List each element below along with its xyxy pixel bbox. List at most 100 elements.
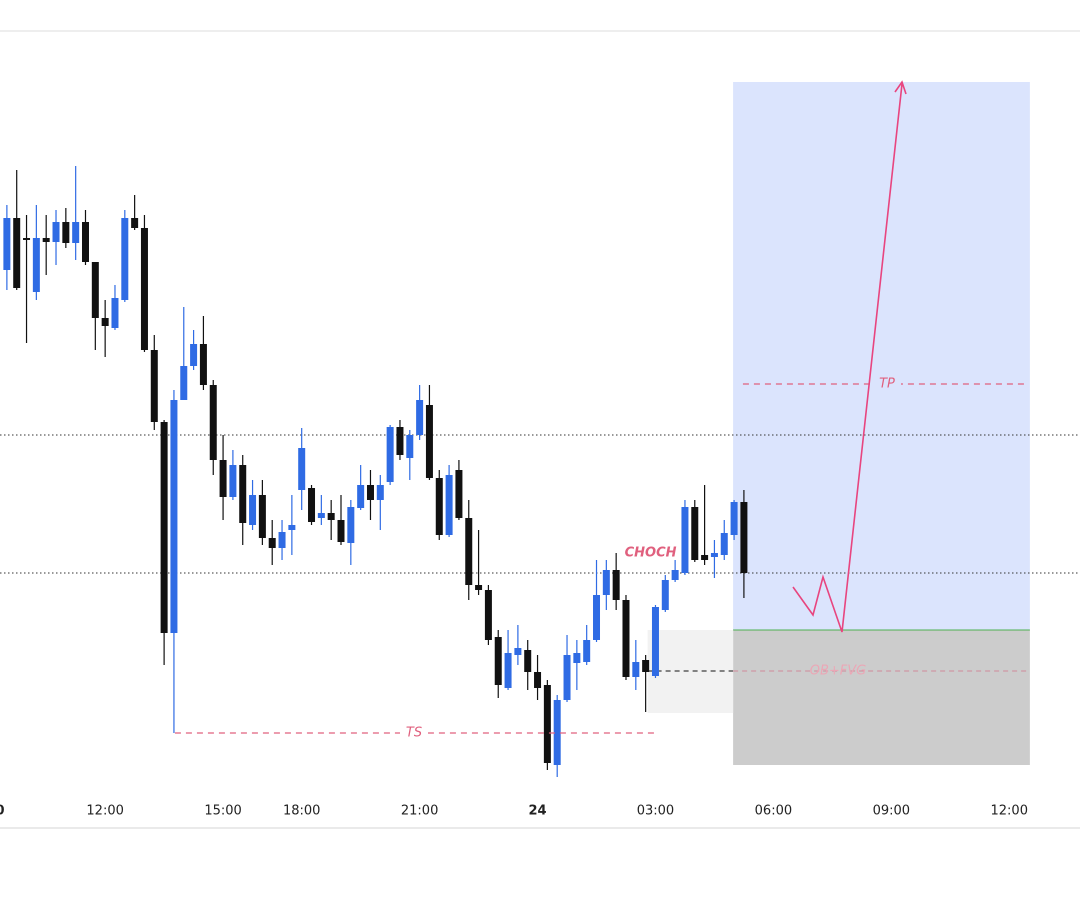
candle-body: [308, 488, 316, 522]
candle-body: [425, 405, 433, 478]
candle-body: [543, 685, 551, 763]
candle-body: [435, 478, 443, 535]
candle-body: [602, 570, 610, 595]
candle-body: [396, 427, 404, 455]
candle-body: [720, 533, 728, 555]
plot: OB+FVG TP TS CHOCH 0 12:00 15:00 18:00 21:00 24 03…: [0, 82, 1080, 819]
candle-body: [160, 422, 168, 633]
candle-body: [494, 637, 502, 685]
candle-body: [416, 400, 424, 435]
candle-body: [484, 590, 492, 640]
candle-body: [278, 532, 286, 548]
candle-body: [209, 385, 217, 460]
ob-fvg-zone: [647, 630, 734, 713]
candle-body: [131, 218, 139, 228]
candle-body: [376, 485, 384, 500]
candle-body: [622, 600, 630, 677]
target-zone: [733, 82, 1030, 630]
candle-body: [190, 344, 198, 366]
candle-body: [72, 222, 80, 243]
candle-body: [701, 555, 709, 560]
projection-path: [792, 83, 903, 633]
candle-body: [101, 318, 109, 326]
tp-label-bg: [873, 376, 901, 392]
candle-body: [740, 502, 748, 573]
ts-label-bg: [400, 725, 428, 741]
candle-body: [553, 700, 561, 765]
candle-body: [288, 525, 296, 530]
x-tick-label: 15:00: [204, 804, 241, 819]
x-tick-label: 21:00: [401, 804, 438, 819]
tp-label: TP: [879, 377, 895, 392]
candle-body: [406, 435, 414, 458]
x-tick-label: 09:00: [873, 804, 910, 819]
candle-body: [455, 470, 463, 518]
stop-zone: [733, 630, 1030, 765]
candle-body: [180, 366, 188, 400]
candle-body: [170, 400, 178, 633]
candle-body: [81, 222, 89, 262]
candle-body: [661, 580, 669, 610]
candle-body: [121, 218, 129, 300]
candle-body: [219, 460, 227, 497]
candle-body: [514, 648, 522, 655]
x-tick-label: 12:00: [86, 804, 123, 819]
arrow-head: [894, 80, 907, 95]
candle-body: [524, 650, 532, 672]
candle-body: [386, 427, 394, 482]
candle-body: [239, 465, 247, 523]
candle-body: [632, 662, 640, 677]
candle-body: [445, 475, 453, 535]
candle-body: [23, 238, 31, 240]
candle-body: [583, 640, 591, 662]
candle-body: [671, 570, 679, 580]
candle-body: [563, 655, 571, 700]
candle-body: [199, 344, 207, 385]
candle-body: [52, 222, 60, 242]
candle-body: [62, 222, 70, 243]
candle-body: [258, 495, 266, 538]
candle-body: [327, 513, 335, 520]
candle-body: [357, 485, 365, 508]
candle-body: [91, 262, 99, 318]
candle-body: [111, 298, 119, 328]
candle-body: [42, 238, 50, 242]
candle-body: [465, 518, 473, 585]
candle-body: [475, 585, 483, 590]
candle-body: [298, 448, 306, 490]
x-tick-label: 12:00: [991, 804, 1028, 819]
candle-body: [534, 672, 542, 688]
candle-body: [317, 513, 325, 518]
candle-body: [691, 507, 699, 560]
candle-body: [730, 502, 738, 535]
candle-body: [504, 653, 512, 688]
candle-body: [593, 595, 601, 640]
ts-label: TS: [406, 726, 422, 741]
x-tick-label: 06:00: [755, 804, 792, 819]
candle-body: [268, 538, 276, 548]
candle-body: [337, 520, 345, 542]
candle-body: [13, 218, 21, 288]
candle-body: [651, 607, 659, 676]
x-tick-label: 0: [0, 804, 5, 819]
candle-body: [366, 485, 374, 500]
zone-label: OB+FVG: [810, 664, 867, 679]
x-tick-label: 24: [528, 804, 546, 819]
candle-body: [3, 218, 11, 270]
candle-body: [140, 228, 148, 350]
x-tick-label: 18:00: [283, 804, 320, 819]
candle-body: [710, 553, 718, 557]
x-tick-label: 03:00: [637, 804, 674, 819]
candle-body: [573, 653, 581, 663]
candle-body: [681, 507, 689, 573]
candle-body: [612, 570, 620, 600]
candle-body: [249, 495, 257, 525]
choch-label: CHOCH: [625, 546, 677, 561]
candle-body: [32, 238, 40, 292]
candle-body: [229, 465, 237, 497]
candle-body: [347, 507, 355, 543]
candle-body: [642, 660, 650, 672]
candle-body: [150, 350, 158, 422]
